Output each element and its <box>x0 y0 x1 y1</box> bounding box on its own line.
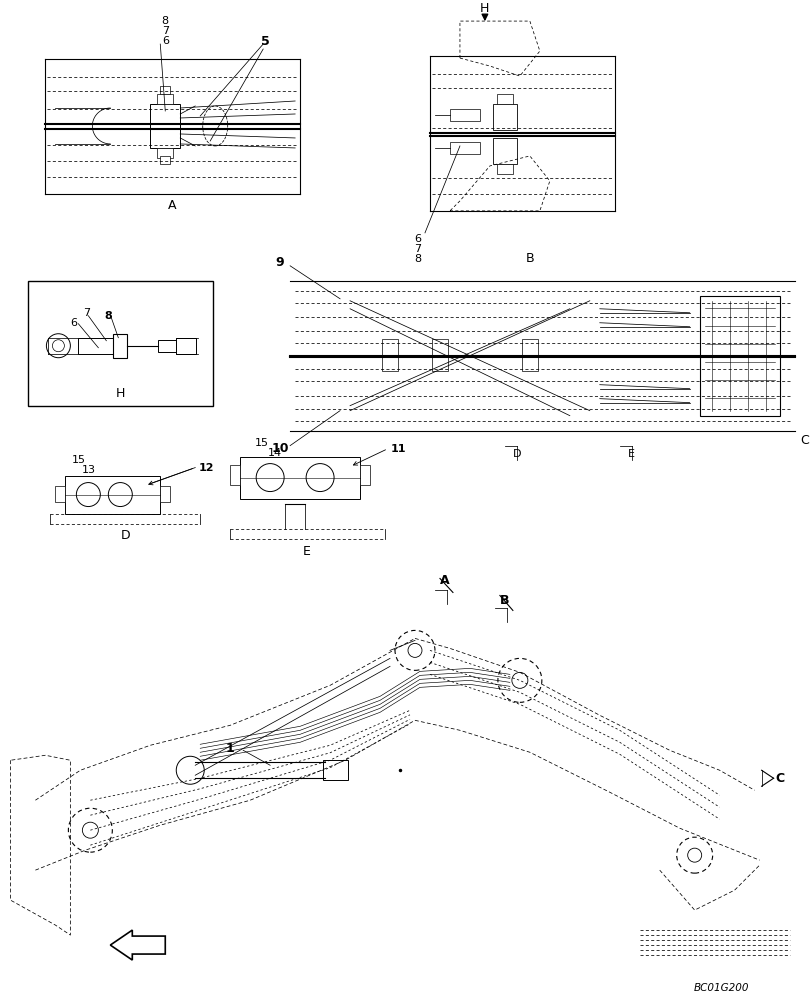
Text: 7: 7 <box>83 308 90 318</box>
Text: C: C <box>799 434 808 447</box>
Text: 6: 6 <box>70 318 77 328</box>
Text: 5: 5 <box>260 35 269 48</box>
Bar <box>496 164 513 174</box>
Circle shape <box>394 630 435 670</box>
Bar <box>449 142 479 154</box>
Bar <box>521 339 537 371</box>
Circle shape <box>687 848 701 862</box>
Bar <box>240 457 359 499</box>
Circle shape <box>68 808 112 852</box>
Text: 8: 8 <box>161 16 169 26</box>
Circle shape <box>76 483 101 507</box>
Bar <box>359 465 370 485</box>
Bar <box>449 109 479 121</box>
Circle shape <box>497 658 541 702</box>
Circle shape <box>46 334 71 358</box>
Text: 11: 11 <box>391 444 406 454</box>
Bar <box>496 94 513 104</box>
Bar <box>157 148 173 158</box>
Text: H: H <box>479 2 489 15</box>
Bar <box>176 338 196 354</box>
Bar <box>323 760 348 780</box>
Text: D: D <box>512 449 521 459</box>
Text: BC01G200: BC01G200 <box>693 983 749 993</box>
Bar <box>230 465 240 485</box>
Bar <box>66 476 160 514</box>
Text: C: C <box>775 772 783 785</box>
Text: 6: 6 <box>161 36 169 46</box>
Bar <box>492 104 517 130</box>
Circle shape <box>82 822 98 838</box>
Bar <box>381 339 397 371</box>
Text: 10: 10 <box>271 442 289 455</box>
Circle shape <box>53 340 64 352</box>
Text: 6: 6 <box>414 234 421 244</box>
Bar <box>492 138 517 164</box>
Bar <box>28 281 213 406</box>
Text: A: A <box>440 574 449 587</box>
Text: D: D <box>120 529 130 542</box>
Text: 9: 9 <box>276 256 284 269</box>
Circle shape <box>176 756 204 784</box>
Text: 8: 8 <box>105 311 112 321</box>
Bar <box>157 94 173 104</box>
Text: E: E <box>303 545 311 558</box>
Text: 12: 12 <box>198 463 213 473</box>
Bar <box>79 338 114 354</box>
Bar <box>160 156 170 164</box>
Bar <box>431 339 448 371</box>
Bar <box>114 334 127 358</box>
Text: E: E <box>628 449 634 459</box>
Text: 8: 8 <box>414 254 421 264</box>
Bar <box>160 486 170 502</box>
Text: 7: 7 <box>161 26 169 36</box>
FancyArrow shape <box>110 930 165 960</box>
Bar <box>158 340 176 352</box>
Text: 13: 13 <box>81 465 95 475</box>
Circle shape <box>255 464 284 492</box>
Circle shape <box>676 837 712 873</box>
Text: H: H <box>115 387 125 400</box>
Text: B: B <box>500 594 509 607</box>
Circle shape <box>407 643 422 657</box>
Text: 14: 14 <box>268 448 282 458</box>
Text: 1: 1 <box>225 742 234 755</box>
Circle shape <box>108 483 132 507</box>
Text: B: B <box>525 252 534 265</box>
Text: A: A <box>168 199 176 212</box>
Text: 7: 7 <box>414 244 421 254</box>
Bar <box>150 104 180 148</box>
Bar <box>699 296 779 416</box>
Text: 15: 15 <box>255 438 268 448</box>
Circle shape <box>511 672 527 688</box>
Circle shape <box>306 464 333 492</box>
Bar <box>160 86 170 94</box>
Text: 15: 15 <box>71 455 85 465</box>
Bar <box>55 486 66 502</box>
